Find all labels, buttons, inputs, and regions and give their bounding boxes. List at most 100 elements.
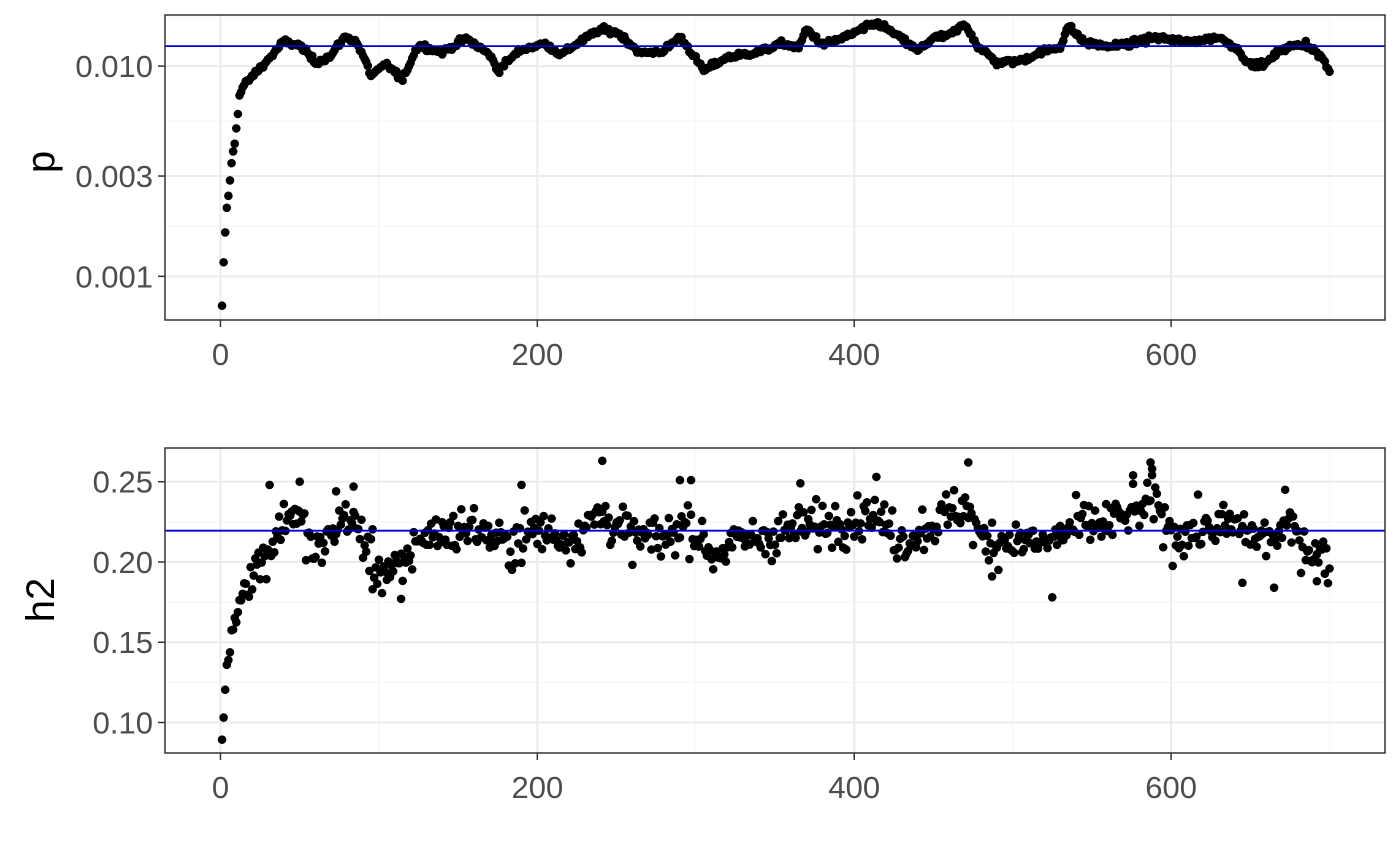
data-point (948, 503, 957, 513)
data-point (683, 501, 693, 510)
data-point (506, 547, 515, 556)
data-point (225, 647, 235, 657)
panel-background (165, 448, 1385, 753)
data-point (1009, 548, 1019, 558)
data-point (354, 524, 363, 534)
data-point (602, 520, 612, 530)
p-panel: 0 200 400 600 0.001 0.003 0.010 p (19, 14, 1386, 372)
data-point (559, 530, 569, 539)
x-tick-label: 0 (212, 337, 229, 372)
data-point (224, 655, 233, 665)
data-point (694, 542, 704, 551)
data-point (1304, 545, 1314, 555)
data-point (1097, 532, 1106, 541)
data-point (311, 552, 320, 562)
data-point (407, 565, 417, 574)
y-tick-label: 0.25 (93, 465, 153, 500)
data-point (943, 520, 952, 529)
data-point (1184, 541, 1193, 551)
data-point (1238, 578, 1247, 588)
data-point (720, 550, 729, 559)
data-point (1193, 490, 1203, 499)
data-point (274, 512, 284, 521)
data-point (468, 515, 477, 525)
data-point (1005, 530, 1014, 540)
data-point (598, 456, 607, 466)
data-point (1312, 576, 1322, 586)
data-point (361, 547, 371, 556)
data-point (1011, 520, 1021, 529)
data-point (502, 532, 512, 542)
data-point (899, 532, 908, 541)
data-point (300, 509, 309, 518)
data-point (537, 544, 547, 554)
data-point (236, 596, 246, 605)
data-point (510, 559, 520, 568)
data-point (1252, 542, 1261, 552)
data-point (876, 507, 886, 516)
data-point (452, 544, 461, 554)
data-point (224, 191, 233, 201)
data-point (219, 257, 228, 267)
data-point (331, 487, 341, 496)
data-point (987, 518, 997, 528)
data-point (374, 555, 384, 564)
data-point (406, 551, 415, 560)
data-point (539, 511, 548, 521)
data-point (1277, 533, 1287, 543)
data-point (1203, 516, 1212, 525)
data-point (708, 564, 718, 574)
data-point (1146, 458, 1155, 467)
data-point (1188, 518, 1198, 528)
data-point (220, 685, 230, 695)
data-point (956, 518, 965, 528)
data-point (1198, 527, 1208, 537)
data-point (601, 501, 610, 511)
data-point (827, 543, 837, 552)
data-point (1249, 524, 1258, 533)
data-point (232, 617, 241, 627)
data-point (685, 554, 694, 564)
data-point (1143, 478, 1152, 488)
data-point (773, 516, 783, 526)
data-point (276, 535, 285, 545)
data-point (464, 522, 474, 532)
data-point (1146, 496, 1155, 505)
data-point (824, 511, 834, 521)
data-point (810, 522, 819, 531)
data-point (350, 511, 360, 520)
data-point (1323, 578, 1333, 588)
data-point (886, 531, 895, 540)
data-point (1179, 551, 1189, 561)
data-point (1160, 503, 1170, 512)
data-point (770, 540, 780, 550)
data-point (1157, 509, 1166, 519)
data-point (403, 544, 412, 553)
data-point (366, 534, 376, 544)
data-point (1065, 517, 1074, 527)
data-point (799, 508, 808, 517)
data-point (748, 516, 758, 526)
data-point (1261, 551, 1271, 561)
x-tick-label: 600 (1145, 770, 1197, 805)
data-point (788, 519, 797, 528)
data-point (1086, 535, 1095, 545)
data-point (227, 158, 236, 168)
data-point (686, 475, 696, 485)
data-point (604, 513, 613, 522)
data-point (1135, 521, 1144, 531)
data-point (664, 513, 674, 523)
data-point (247, 585, 257, 594)
y-tick-label: 0.10 (93, 706, 153, 741)
data-point (1239, 510, 1249, 519)
data-point (1165, 516, 1174, 526)
data-point (1217, 509, 1227, 519)
data-point (884, 519, 894, 528)
data-point (233, 607, 243, 617)
data-point (582, 523, 591, 532)
data-point (1177, 540, 1187, 550)
data-point (675, 475, 685, 485)
data-point (1272, 541, 1282, 550)
data-point (856, 519, 865, 528)
data-point (217, 301, 227, 311)
